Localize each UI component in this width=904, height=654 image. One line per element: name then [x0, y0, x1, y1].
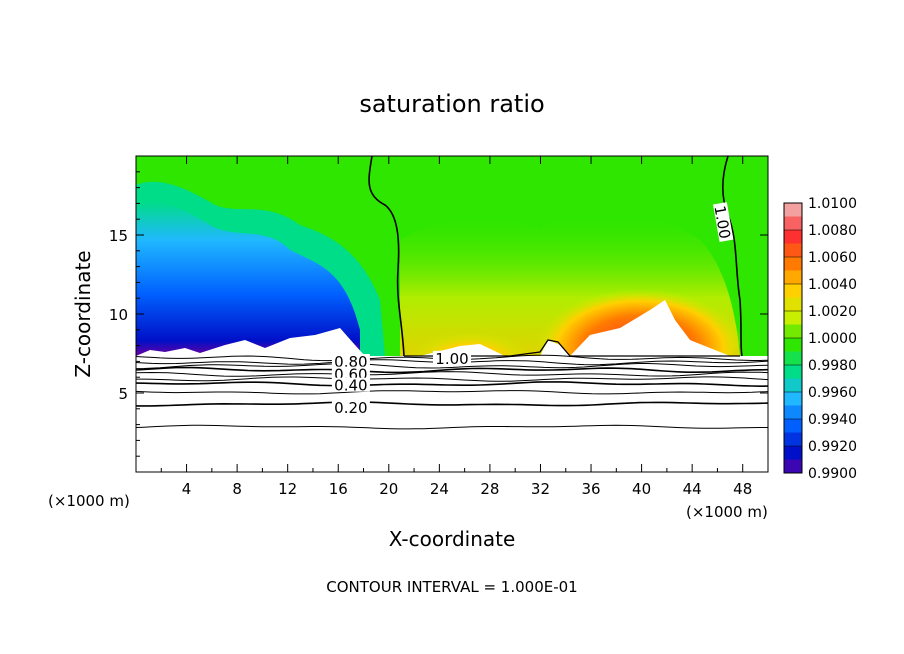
x-tick-label: 12	[278, 480, 297, 498]
x-tick-label: 48	[733, 480, 752, 498]
contour-line	[136, 390, 768, 395]
colorbar-subswatch	[784, 405, 802, 420]
contour-label-bg	[331, 353, 370, 368]
contour-line	[136, 401, 768, 407]
colorbar-label: 0.9940	[808, 412, 857, 428]
colorbar-label: 0.9960	[808, 385, 857, 401]
x-tick-label: 24	[430, 480, 449, 498]
colorbar-subswatch	[784, 432, 802, 447]
contour-label-bg	[713, 202, 734, 242]
contour-line	[136, 371, 768, 377]
contour-line	[136, 363, 768, 370]
y-tick-label: 10	[109, 306, 128, 324]
x-tick-label: 36	[581, 480, 600, 498]
colorbar-subswatch	[784, 459, 802, 474]
plot-area	[136, 156, 768, 472]
contour-label: 0.80	[334, 353, 367, 371]
field-dry-core	[136, 201, 360, 356]
contour-label-bg	[433, 350, 471, 365]
contour-interval-note: CONTOUR INTERVAL = 1.000E-01	[326, 578, 577, 596]
x-tick-label: 16	[329, 480, 348, 498]
colorbar-subswatch	[784, 378, 802, 393]
chart-title: saturation ratio	[359, 90, 544, 118]
colorbar-label: 1.0000	[808, 331, 857, 347]
contour-label: 0.20	[334, 399, 367, 417]
x-tick-label: 32	[531, 480, 550, 498]
colorbar-label: 0.9900	[808, 466, 857, 482]
x-tick-label: 40	[632, 480, 651, 498]
colorbar-label: 1.0020	[808, 304, 857, 320]
contour-line	[136, 424, 768, 430]
x-tick-label: 28	[480, 480, 499, 498]
x-tick-label: 20	[379, 480, 398, 498]
contour-label: 1.00	[710, 204, 734, 240]
y-axis-label: Z-coordinate	[71, 250, 95, 377]
y-axis: 5 10 15	[109, 171, 768, 457]
x-tick-label: 8	[232, 480, 242, 498]
contour-label-bg	[331, 377, 370, 392]
contour-1.00-right	[721, 156, 743, 357]
x-unit-left: (×1000 m)	[48, 492, 130, 510]
contour-line	[136, 366, 768, 374]
contour-line	[136, 376, 768, 382]
contour-label-bg	[331, 399, 370, 414]
contour-label: 0.40	[334, 377, 367, 395]
colorbar-subswatch	[784, 270, 802, 285]
colorbar-subswatch	[784, 243, 802, 258]
contour-label: 1.00	[435, 350, 468, 368]
colorbar-subswatch	[784, 216, 802, 231]
contour-1.00-left	[368, 156, 405, 357]
x-axis: 4 8 12 16 20 24 28 32 36 40 44 48	[160, 156, 752, 498]
masked-region	[136, 300, 768, 472]
contour-labels: 1.001.000.800.600.400.20	[331, 202, 734, 417]
y-tick-label: 5	[118, 385, 128, 403]
x-axis-label: X-coordinate	[389, 527, 516, 551]
contour-label-bg	[331, 366, 370, 381]
colorbar-subswatch	[784, 324, 802, 339]
colorbar-subswatch	[784, 351, 802, 366]
colorbar-label: 1.0080	[808, 223, 857, 239]
colorbar-label: 1.0100	[808, 196, 857, 212]
colorbar-label: 1.0040	[808, 277, 857, 293]
contour-line	[136, 381, 768, 388]
x-tick-label: 4	[182, 480, 192, 498]
y-tick-label: 15	[109, 227, 128, 245]
colorbar-label: 0.9980	[808, 358, 857, 374]
colorbar: 1.0100 1.0080 1.0060 1.0040 1.0020 1.0000 0.99…	[783, 196, 857, 482]
x-tick-label: 44	[683, 480, 702, 498]
colorbar-subswatch	[784, 297, 802, 312]
x-unit-right: (×1000 m)	[686, 503, 768, 521]
colorbar-label: 0.9920	[808, 439, 857, 455]
colorbar-label: 1.0060	[808, 250, 857, 266]
